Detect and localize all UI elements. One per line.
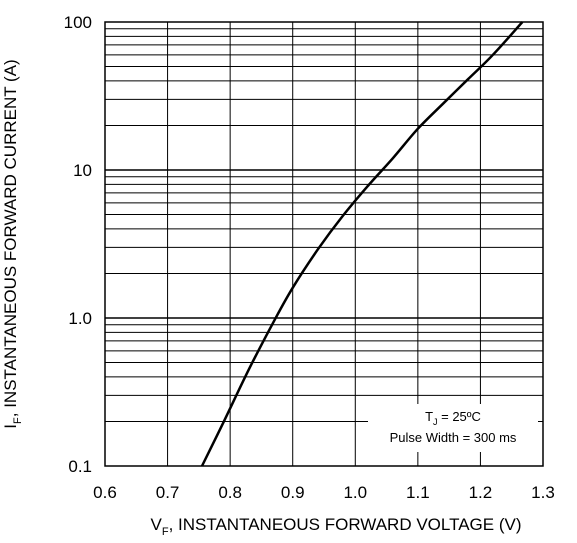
x-axis-title-sub: F [162, 526, 169, 538]
annotation-temperature: TJ = 25ºC [425, 409, 481, 427]
y-tick-labels: 0.1 1.0 10 100 [64, 13, 92, 476]
x-axis-title-rest: , INSTANTANEOUS FORWARD VOLTAGE (V) [169, 515, 522, 534]
data-point [342, 215, 344, 217]
y-axis-title-sub: F [12, 417, 24, 424]
plot-frame [104, 21, 544, 467]
data-point [201, 465, 203, 467]
x-axis-title-main: V [150, 515, 162, 534]
data-point [392, 157, 394, 159]
data-point [223, 420, 225, 422]
y-tick-label: 10 [73, 161, 92, 180]
data-point [467, 78, 469, 80]
x-tick-label: 0.9 [281, 483, 305, 502]
data-point [442, 103, 444, 105]
x-tick-label: 0.7 [156, 483, 180, 502]
annotation-pulse-width: Pulse Width = 300 ms [390, 430, 517, 445]
data-point [292, 287, 294, 289]
y-tick-label: 0.1 [68, 457, 92, 476]
annotation: TJ = 25ºC Pulse Width = 300 ms [368, 404, 538, 452]
x-tick-labels: 0.6 0.7 0.8 0.9 1.0 1.1 1.2 1.3 [93, 483, 555, 502]
y-axis-title-rest: , INSTANTANEOUS FORWARD CURRENT (A) [1, 59, 20, 417]
data-point [273, 320, 275, 322]
y-axis-title: IF, INSTANTANEOUS FORWARD CURRENT (A) [1, 59, 24, 428]
x-axis-title: VF, INSTANTANEOUS FORWARD VOLTAGE (V) [150, 515, 521, 538]
annotation-temperature-main: T [425, 409, 433, 424]
data-point [317, 249, 319, 251]
series-group [200, 21, 524, 467]
grid [105, 22, 543, 466]
data-point [492, 54, 494, 56]
annotation-background [368, 404, 538, 452]
x-tick-label: 1.3 [531, 483, 555, 502]
x-tick-label: 1.0 [343, 483, 367, 502]
y-tick-label: 1.0 [68, 309, 92, 328]
x-tick-label: 1.2 [469, 483, 493, 502]
data-point [367, 185, 369, 187]
data-point [521, 21, 523, 23]
y-tick-label: 100 [64, 13, 92, 32]
data-point [417, 128, 419, 130]
x-tick-label: 1.1 [406, 483, 430, 502]
annotation-temperature-sub: J [433, 417, 438, 427]
annotation-temperature-rest: = 25ºC [438, 409, 481, 424]
y-axis-title-main: I [1, 424, 20, 429]
x-tick-label: 0.8 [218, 483, 242, 502]
x-tick-label: 0.6 [93, 483, 117, 502]
data-point [248, 368, 250, 370]
series-line [200, 21, 524, 467]
